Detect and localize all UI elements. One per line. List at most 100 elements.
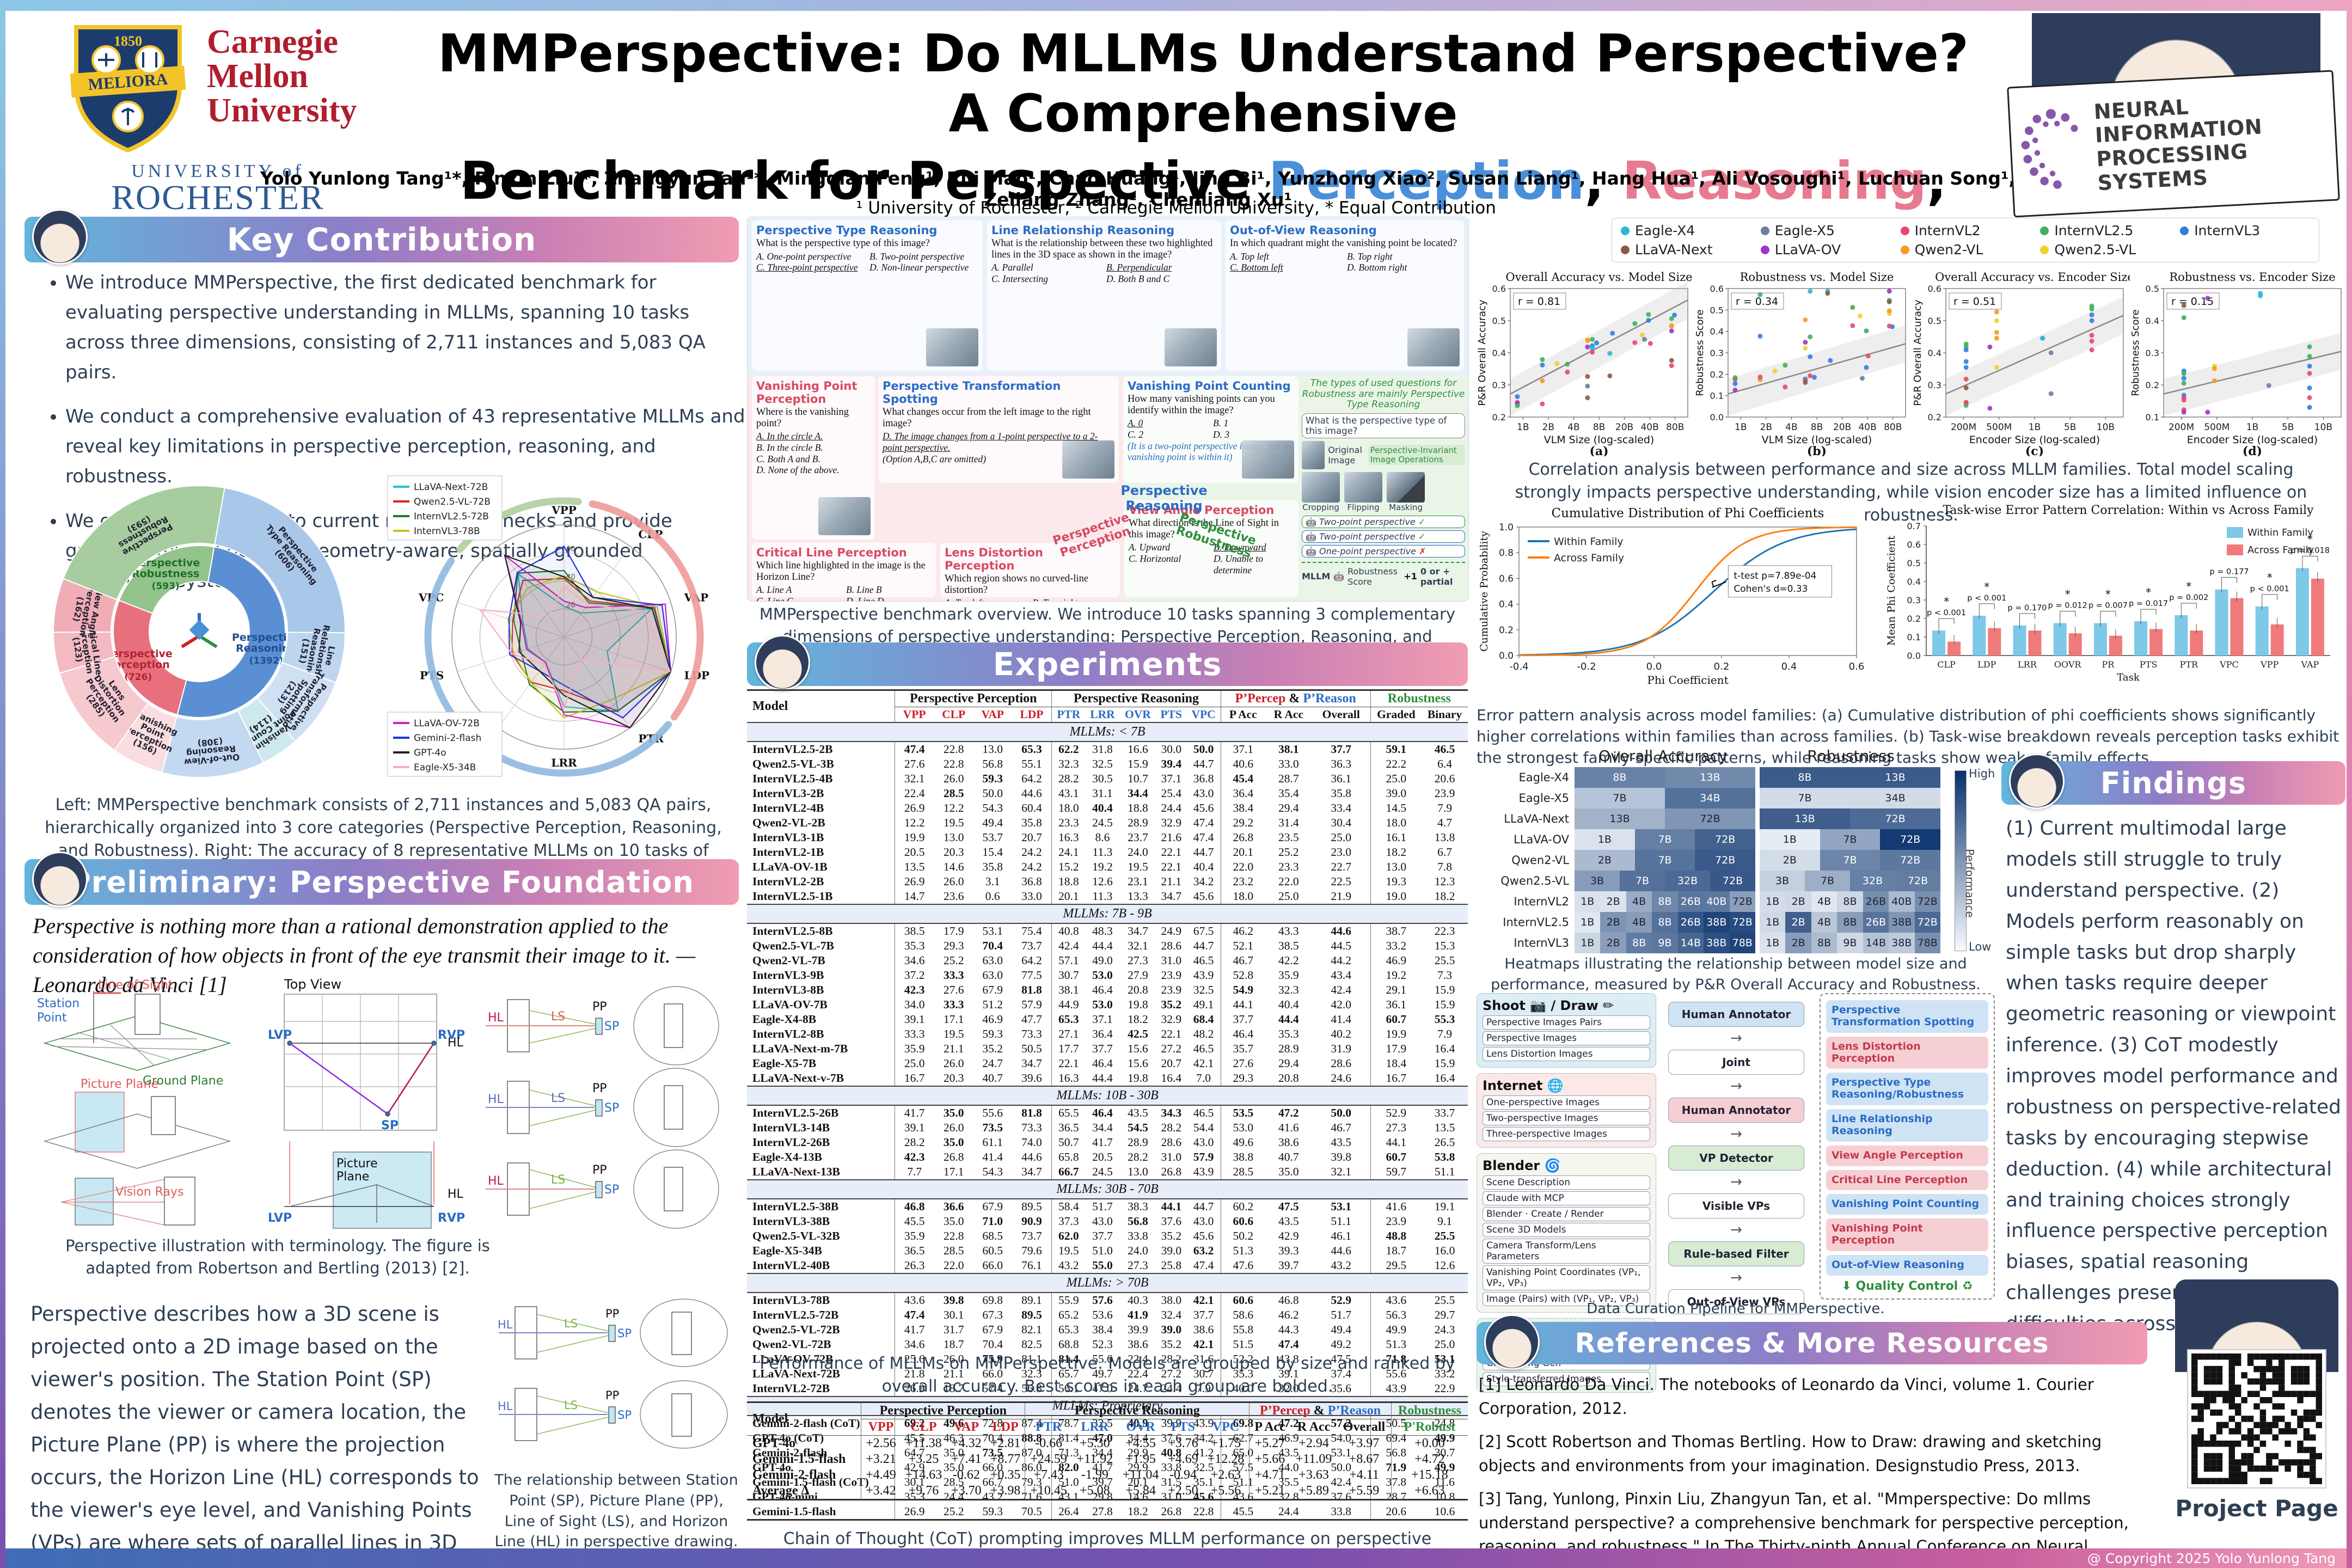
pipeline-item: Two-perspective Images	[1483, 1111, 1650, 1125]
task-option: A. Parallel	[991, 262, 1033, 273]
svg-text:(c): (c)	[2025, 444, 2044, 456]
svg-text:0.8: 0.8	[1499, 548, 1514, 559]
scatter-points	[1515, 312, 1677, 408]
heatmap-cell: 34B	[1850, 788, 1940, 808]
frame-top	[0, 0, 2352, 11]
svg-text:SP: SP	[604, 1020, 619, 1033]
svg-text:80B: 80B	[1666, 422, 1684, 433]
svg-text:0.3: 0.3	[1907, 595, 1921, 605]
svg-text:Robustness vs. Encoder Size: Robustness vs. Encoder Size	[2169, 271, 2335, 284]
svg-text:Within Family: Within Family	[2247, 527, 2313, 538]
task-option: B. Two-point perspective	[869, 250, 965, 262]
project-page-label[interactable]: Project Page	[2175, 1495, 2338, 1522]
svg-text:Robustness Score: Robustness Score	[1694, 309, 1706, 396]
svg-text:LS: LS	[551, 1092, 565, 1105]
svg-text:0.6: 0.6	[1499, 573, 1514, 584]
radar-legend: LLaVA-OV-72B Gemini-2-flash GPT-4o Eagle-X5…	[387, 712, 503, 777]
table-row: InternVL3-1B 19.9 13.0 53.7 20.7 16.3 8.6 23.7 2…	[752, 830, 1455, 845]
bullet-2: We conduct a comprehensive evaluation of…	[65, 402, 746, 492]
pipeline-task: Out-of-View Reasoning	[1826, 1254, 1988, 1276]
heatmap-cell: 72B	[1665, 808, 1755, 829]
pipeline-item: Image (Pairs) with (VP₁, VP₂, VP₃)	[1483, 1292, 1650, 1306]
svg-text:0.3: 0.3	[1492, 380, 1506, 390]
svg-text:Overall Accuracy vs. Model Siz: Overall Accuracy vs. Model Size	[1505, 271, 1692, 284]
task-option: D. The image changes from a 1-point pers…	[883, 431, 1098, 454]
svg-text:VLM Size (log-scaled): VLM Size (log-scaled)	[1762, 434, 1872, 446]
svg-text:0.0: 0.0	[1499, 651, 1514, 661]
heatmap-cell: 7B	[1820, 829, 1881, 850]
heatmap-cell: 1B	[1760, 829, 1820, 850]
scatter-points	[2181, 291, 2312, 415]
svg-text:60: 60	[566, 546, 575, 554]
original-image-thumb	[1302, 440, 1325, 469]
svg-text:500M: 500M	[1986, 422, 2012, 433]
heatmap-row: Qwen2-VL 2B 7B 72B 2B 7B 72B	[1477, 850, 1945, 871]
heatmap-cell: 72B	[1710, 871, 1755, 891]
svg-text:0.6: 0.6	[1928, 284, 1941, 294]
robustness-score-row: MLLM 🤖 Robustness Score +1 0 or + partial	[1302, 561, 1465, 587]
davinci-quote: Perspective is nothing more than a ratio…	[33, 914, 696, 997]
heatmap-cell: 72B	[1914, 891, 1940, 912]
svg-text:0.1: 0.1	[2146, 412, 2159, 422]
radar-chart: 204060VPPCLPVAPLDPPTRLRROOVPTSVPCP'Robus…	[387, 475, 709, 777]
svg-text:p = 0.170: p = 0.170	[2007, 604, 2047, 612]
pipeline-item: Lens Distortion Images	[1483, 1047, 1650, 1061]
svg-text:Qwen2.5-VL-72B: Qwen2.5-VL-72B	[414, 497, 491, 507]
svg-text:0.0: 0.0	[1710, 412, 1724, 422]
svg-text:*: *	[2146, 586, 2151, 599]
task-card: Vanishing Point Counting How many vanishi…	[1123, 376, 1298, 483]
svg-text:p < 0.001: p < 0.001	[1967, 594, 2006, 603]
heatmap-cell: 9B	[1652, 933, 1678, 953]
section-references: References & More Resources	[1477, 1314, 2147, 1370]
neurips-logo-icon	[2021, 109, 2078, 189]
correlation-caption: Correlation analysis between performance…	[1515, 460, 2307, 525]
perspective-terminology-figure: Line of Sight Station Point Ground Plane …	[28, 977, 739, 1232]
pipeline-item: Claude with MCP	[1483, 1191, 1650, 1205]
pipeline-item: Blender · Create / Render	[1483, 1207, 1650, 1221]
section-title: Findings	[2100, 765, 2247, 800]
svg-text:CLP: CLP	[1937, 659, 1956, 670]
svg-text:0.4: 0.4	[1710, 327, 1724, 337]
svg-text:Overall Accuracy vs. Encoder S: Overall Accuracy vs. Encoder Size	[1935, 271, 2130, 284]
table-row: Eagle-X4-13B 42.3 26.8 41.4 44.6 65.8 20.5 28.2…	[752, 1150, 1455, 1165]
heatmap-cell: 7B	[1805, 871, 1850, 891]
table-row: InternVL2-72B 26.9 18.7 57.4 56.8 56.1 47.0 24.…	[747, 1381, 1468, 1396]
svg-text:Encoder Size (log-scaled): Encoder Size (log-scaled)	[2187, 434, 2318, 446]
table-row: Qwen2.5-VL-3B 27.6 22.8 56.8 55.1 32.3 32.5 15.…	[752, 757, 1452, 771]
table-row: InternVL2-26B 28.2 35.0 61.1 74.0 50.7 41.7 28.…	[752, 1135, 1455, 1150]
heatmap-cell: 2B	[1600, 891, 1626, 912]
svg-text:VLM Size (log-scaled): VLM Size (log-scaled)	[1544, 434, 1655, 446]
task-option: C. Line C	[756, 596, 793, 602]
original-image-label: Original Image	[1328, 444, 1362, 465]
table-row: LLaVA-Next-13B 7.7 17.1 54.3 34.7 66.7 24.5 13.…	[747, 1165, 1468, 1180]
svg-text:2B: 2B	[1542, 422, 1554, 433]
task-card: Line Relationship Reasoning What is the r…	[987, 220, 1221, 371]
svg-text:p = 0.177: p = 0.177	[2209, 568, 2249, 577]
table-row: InternVL2-8B 33.3 19.5 59.3 73.3 27.1 36.4 42.5…	[752, 1027, 1452, 1042]
svg-text:10B: 10B	[2314, 422, 2332, 433]
heatmap-cell: 3B	[1760, 871, 1805, 891]
heatmap-cell: 2B	[1785, 933, 1811, 953]
heatmap-cell: 4B	[1626, 912, 1652, 933]
pipeline-source: Blender 🌀 Scene Description Claude with MC…	[1477, 1153, 1656, 1313]
svg-text:PerspectiveTransformationSpott: PerspectiveTransformationSpotting(213)	[262, 660, 333, 740]
qr-code[interactable]	[2188, 1350, 2325, 1487]
heatmap-cell: 72B	[1695, 850, 1756, 871]
section-title: References & More Resources	[1575, 1327, 2049, 1359]
svg-text:8B: 8B	[1593, 422, 1605, 433]
table-row: InternVL2.5-4B 32.1 26.0 59.3 64.2 28.2 30.5 10…	[752, 771, 1455, 786]
svg-text:8B: 8B	[1811, 422, 1823, 433]
benchmark-overview-figure: Perspective Type Reasoning What is the pe…	[747, 217, 1469, 602]
task-option: A. Top left	[945, 597, 1028, 601]
svg-text:5B: 5B	[2282, 422, 2294, 433]
svg-text:1850: 1850	[114, 33, 142, 49]
heatmap-cell: 72B	[1850, 808, 1940, 829]
table-row: Gemini-1.5-flash +3.21 +3.25 +7.41 +8.77 +24.…	[747, 1451, 1468, 1467]
table-row: InternVL2.5-72B 47.4 30.1 67.3 89.5 65.2 53.6 4…	[752, 1308, 1455, 1322]
svg-text:HL: HL	[448, 1187, 464, 1201]
task-option: B. Perpendicular	[1106, 262, 1172, 273]
scatter-points	[1963, 303, 2094, 411]
svg-text:(1392): (1392)	[249, 656, 284, 666]
ops-thumbs: Cropping Flipping Masking	[1302, 471, 1465, 512]
